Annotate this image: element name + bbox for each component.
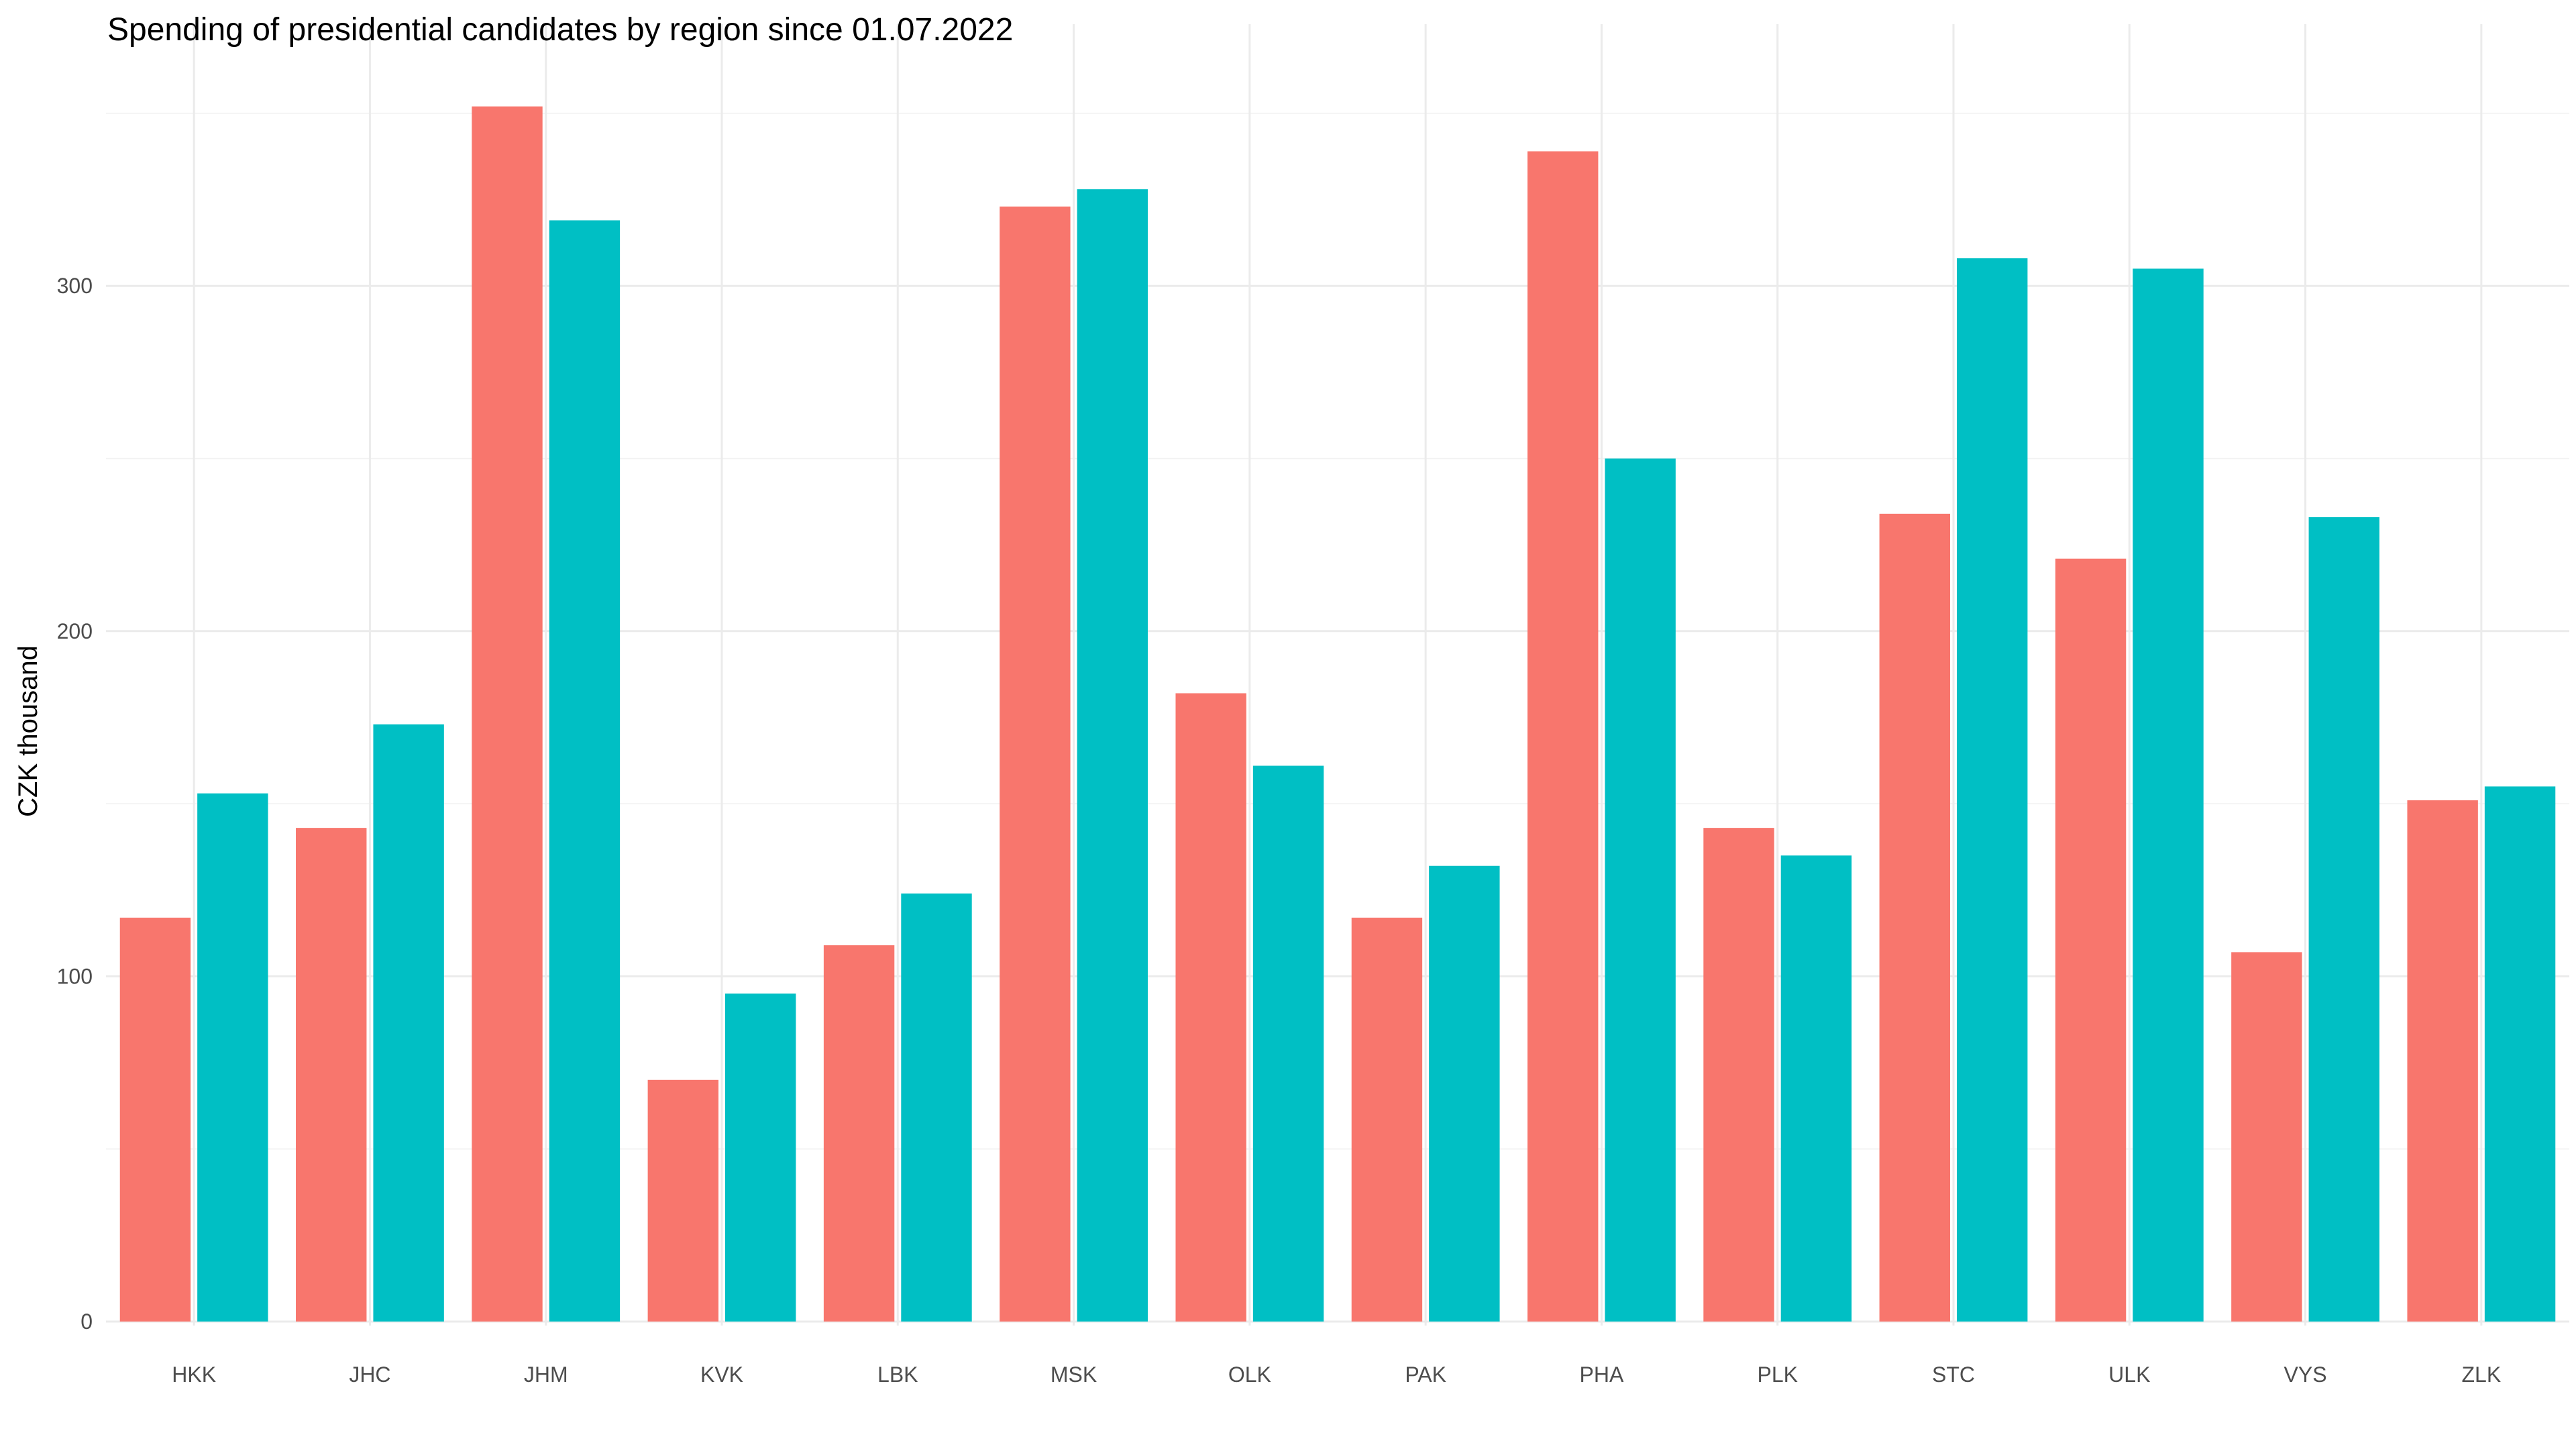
bar <box>1077 189 1148 1322</box>
y-tick-label: 200 <box>57 619 93 643</box>
bar <box>1351 917 1423 1322</box>
bar <box>1527 151 1599 1322</box>
x-tick-label: PHA <box>1580 1362 1624 1387</box>
bar <box>472 106 543 1322</box>
bar <box>2308 517 2379 1322</box>
y-axis-tick-labels: 0 100 200 300 <box>57 274 93 1334</box>
bar <box>197 793 268 1322</box>
x-tick-label: KVK <box>700 1362 743 1387</box>
bar <box>725 994 796 1322</box>
x-tick-label: PLK <box>1757 1362 1797 1387</box>
bar <box>1957 258 2028 1322</box>
x-tick-label: ZLK <box>2462 1362 2502 1387</box>
bar <box>1780 855 1852 1322</box>
x-tick-label: PAK <box>1405 1362 1446 1387</box>
x-tick-label: STC <box>1932 1362 1975 1387</box>
x-tick-label: OLK <box>1228 1362 1271 1387</box>
bar <box>1000 206 1071 1322</box>
bar <box>296 828 367 1322</box>
x-tick-label: ULK <box>2108 1362 2150 1387</box>
y-tick-label: 0 <box>80 1309 93 1334</box>
chart-title: Spending of presidential candidates by r… <box>107 12 1013 48</box>
y-tick-label: 100 <box>57 964 93 988</box>
x-tick-label: HKK <box>172 1362 216 1387</box>
x-tick-label: VYS <box>2284 1362 2327 1387</box>
x-axis-tick-labels: HKK JHC JHM KVK LBK MSK OLK PAK PHA PLK STC ULK VYS Z… <box>172 1362 2501 1387</box>
bar <box>901 893 972 1322</box>
bars <box>119 106 2556 1322</box>
bar <box>823 945 895 1322</box>
bar <box>1252 765 1324 1322</box>
y-tick-label: 300 <box>57 274 93 298</box>
x-tick-label: MSK <box>1051 1362 1097 1387</box>
bar <box>1703 828 1774 1322</box>
bar <box>2484 786 2556 1322</box>
bar <box>1429 865 1500 1322</box>
bar <box>647 1079 718 1322</box>
bar <box>2231 952 2302 1322</box>
x-tick-label: JHM <box>524 1362 568 1387</box>
y-axis-label: CZK thousand <box>13 645 43 817</box>
bar <box>1175 693 1246 1322</box>
bar <box>2407 800 2478 1322</box>
bar <box>2133 268 2204 1322</box>
bar <box>119 917 191 1322</box>
bar <box>373 724 444 1322</box>
bar <box>549 220 621 1322</box>
x-tick-label: LBK <box>877 1362 918 1387</box>
bar <box>1879 513 1950 1322</box>
x-tick-label: JHC <box>349 1362 390 1387</box>
bar <box>1605 458 1676 1322</box>
bar <box>2055 558 2127 1322</box>
